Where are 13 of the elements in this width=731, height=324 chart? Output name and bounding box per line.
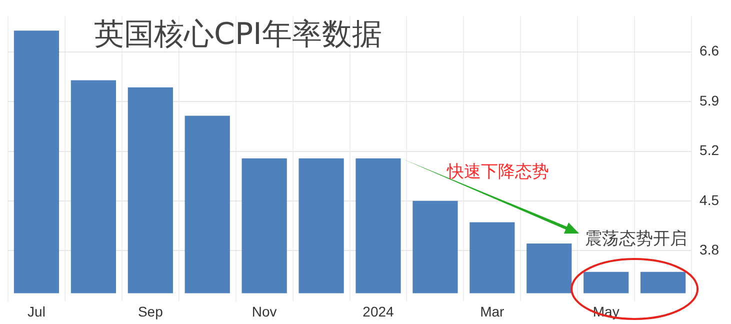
x-tick-label: Jul: [28, 303, 46, 320]
x-tick-label: Sep: [138, 303, 164, 320]
y-tick-label: 4.5: [700, 192, 720, 208]
annotation: 震荡态势开启: [585, 228, 687, 250]
annotation: 快速下降态势: [447, 161, 549, 183]
y-tick-label: 5.9: [700, 92, 720, 108]
y-tick-label: 3.8: [700, 241, 720, 258]
x-tick-label: Mar: [480, 303, 505, 320]
x-tick-label: Nov: [252, 303, 277, 320]
chart-title: 英国核心CPI年率数据: [94, 16, 382, 52]
x-tick-label: 2024: [362, 303, 394, 320]
y-tick-label: 6.6: [700, 42, 720, 59]
y-tick-label: 5.2: [700, 142, 720, 158]
